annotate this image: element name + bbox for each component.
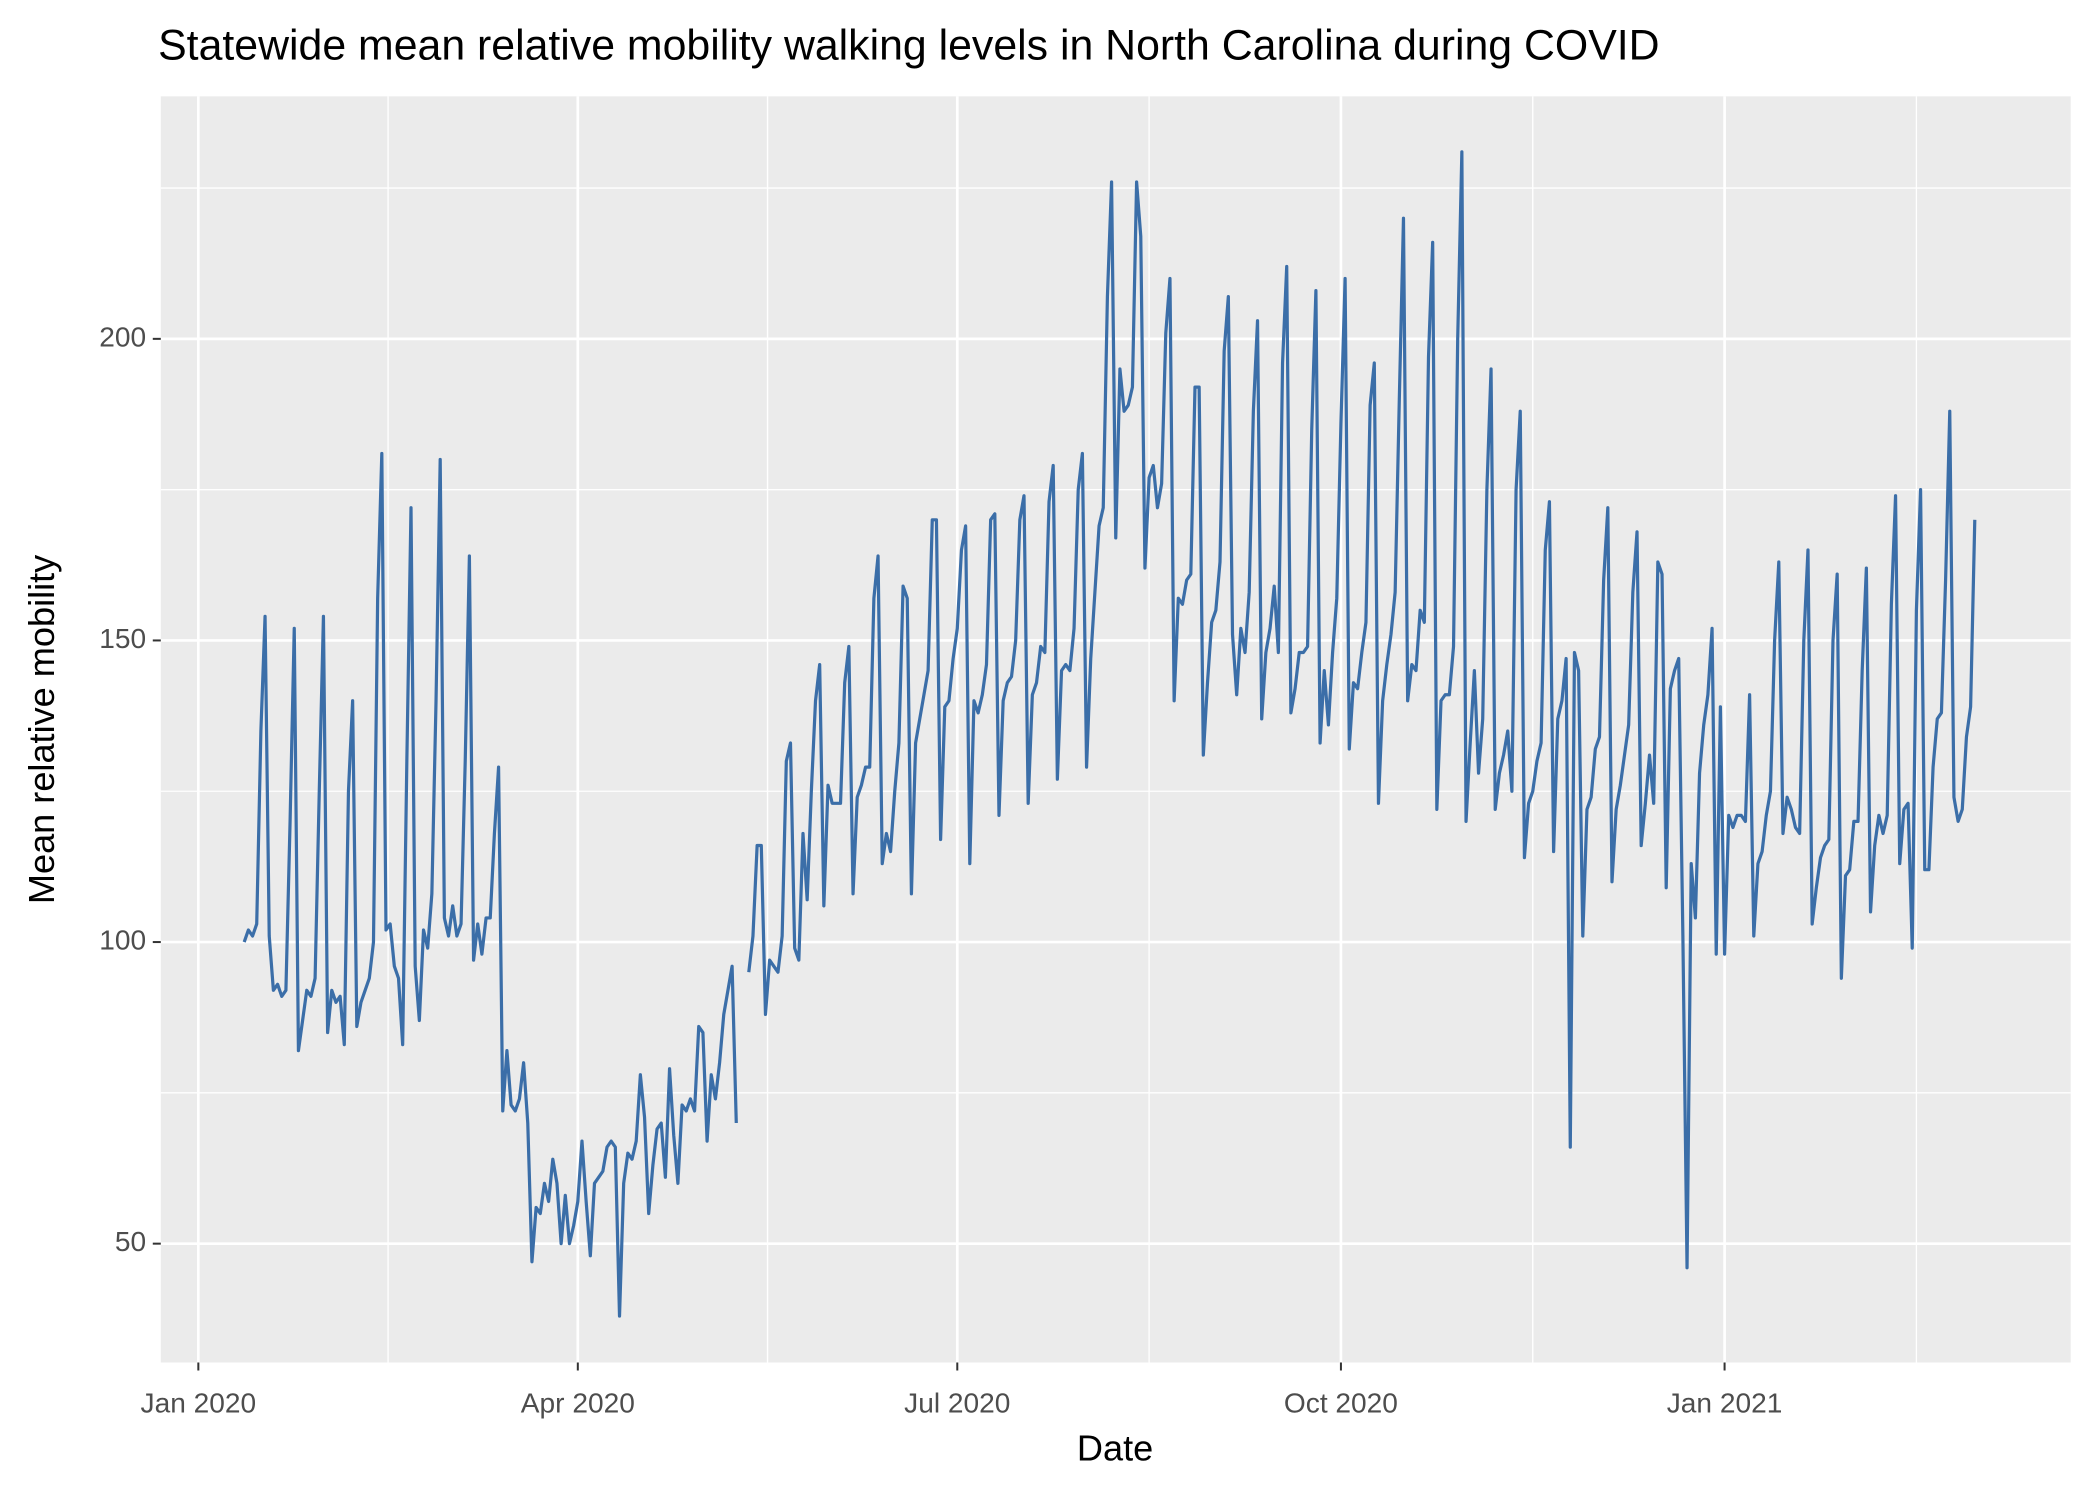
y-axis-title: Mean relative mobility — [21, 555, 62, 904]
chart-title: Statewide mean relative mobility walking… — [158, 21, 1659, 69]
axes: 50 100 150 200 Jan 2020 Apr 2020 Jul 2020 Oct 2… — [99, 321, 1782, 1418]
y-tick-label: 150 — [99, 623, 146, 654]
data-line — [242, 451, 738, 1318]
x-axis-title: Date — [1077, 1427, 1153, 1468]
y-tick-label: 200 — [99, 321, 146, 352]
x-tick-label: Jul 2020 — [904, 1388, 1010, 1419]
y-tick-label: 100 — [99, 924, 146, 955]
x-tick-label: Apr 2020 — [521, 1388, 635, 1419]
lines — [242, 150, 1977, 1318]
x-tick-label: Jan 2021 — [1667, 1388, 1783, 1419]
data-line — [747, 150, 1977, 1270]
x-tick-label: Jan 2020 — [141, 1388, 257, 1419]
plot-background — [160, 96, 2071, 1363]
y-tick-label: 50 — [115, 1226, 146, 1257]
x-tick-label: Oct 2020 — [1284, 1388, 1398, 1419]
